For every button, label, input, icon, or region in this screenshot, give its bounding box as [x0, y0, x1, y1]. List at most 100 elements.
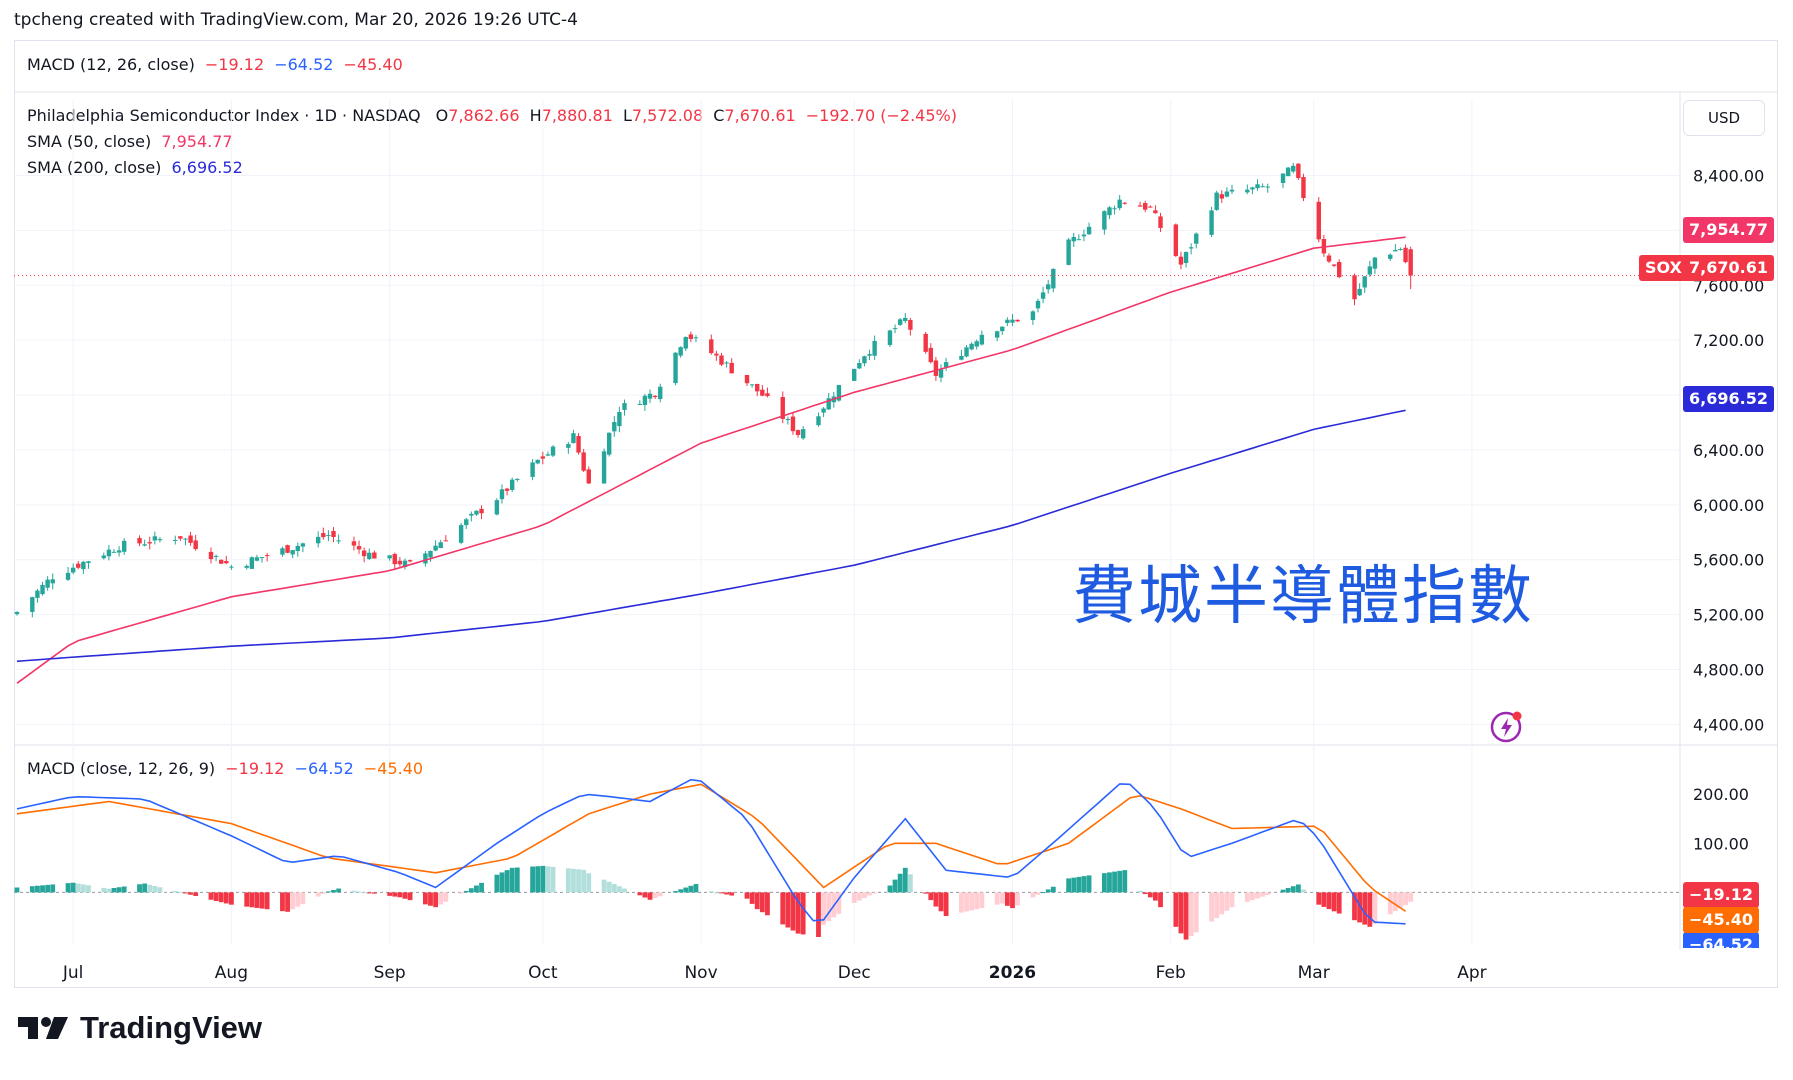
candle-body — [964, 347, 969, 357]
time-tick-label: 2026 — [989, 963, 1036, 983]
macd-histogram-bar — [290, 892, 296, 910]
macd-histogram-bar — [647, 892, 653, 900]
candle-body — [1408, 249, 1413, 276]
macd-histogram-bar — [326, 891, 331, 893]
candle-body — [683, 337, 688, 349]
candle-body — [1071, 236, 1076, 242]
macd-histogram-bar — [428, 892, 433, 906]
macd-histogram-bar — [387, 892, 393, 896]
symbol-legend: Philadelphia Semiconductor Index · 1D · … — [27, 106, 962, 125]
lightning-alert-icon[interactable] — [1490, 708, 1526, 744]
candle-body — [530, 462, 535, 477]
candle-body — [709, 339, 714, 354]
candle-body — [1280, 173, 1286, 184]
candle-body — [1331, 264, 1337, 266]
macd-histogram-bar — [576, 869, 581, 893]
macd-histogram-bar — [744, 892, 750, 899]
candle-body — [254, 557, 260, 561]
macd-histogram-bar — [1045, 889, 1051, 893]
chart-attribution: tpcheng created with TradingView.com, Ma… — [14, 10, 578, 30]
candle-body — [943, 362, 949, 368]
candle-body — [81, 561, 86, 570]
price-tick-label: 7,600.00 — [1693, 276, 1764, 295]
macd-histogram-bar — [433, 892, 439, 908]
macd-histogram-bar — [295, 892, 301, 907]
macd-histogram-bar — [800, 892, 806, 935]
candle-body — [178, 536, 183, 539]
candle-body — [188, 535, 193, 543]
currency-button[interactable]: USD — [1683, 100, 1765, 136]
macd-histogram-bar — [397, 892, 403, 898]
macd-histogram-bar — [616, 886, 622, 893]
macd-histogram-bar — [550, 866, 556, 893]
candle-body — [744, 375, 750, 384]
candle-body — [264, 555, 270, 557]
tradingview-logo[interactable]: TradingView — [18, 1010, 262, 1046]
candle-body — [852, 368, 857, 381]
macd-histogram-bar — [1336, 892, 1342, 914]
candle-body — [908, 319, 913, 330]
candle-body — [65, 572, 71, 580]
macd-histogram-bar — [361, 892, 367, 894]
macd-histogram-bar — [979, 892, 985, 909]
macd-histogram-bar — [1265, 892, 1271, 895]
macd-histogram-bar — [1010, 892, 1015, 909]
macd-histogram-bar — [790, 892, 796, 931]
candle-body — [1250, 187, 1255, 190]
macd-histogram-bar — [479, 882, 484, 893]
macd-histogram-bar — [688, 885, 694, 893]
candle-body — [765, 393, 770, 397]
sma200-legend[interactable]: SMA (200, close) 6,696.52 — [27, 158, 248, 177]
candle-body — [658, 386, 663, 399]
candle-body — [892, 328, 898, 330]
candle-body — [499, 489, 505, 500]
macd-histogram-bar — [708, 891, 714, 893]
candle-body — [1000, 326, 1005, 332]
macd-histogram-bar — [183, 892, 188, 894]
macd-histogram-bar — [101, 887, 107, 893]
price-tick-label: 4,400.00 — [1693, 715, 1764, 734]
time-tick-label: Oct — [528, 963, 558, 983]
candle-body — [336, 540, 341, 542]
macd-histogram-bar — [249, 892, 255, 908]
close-value: 7,670.61 — [724, 106, 796, 125]
candle-body — [351, 541, 357, 546]
macd-signal-tag: −45.40 — [1683, 907, 1760, 933]
macd-histogram-bar — [371, 892, 377, 894]
macd-histogram-bar — [1408, 892, 1414, 902]
macd-histogram-bar — [1153, 892, 1158, 901]
candle-body — [1326, 255, 1332, 262]
macd-histogram-bar — [938, 892, 944, 912]
time-tick-label: Dec — [838, 963, 871, 983]
candle-body — [86, 561, 91, 564]
time-tick-label: Mar — [1298, 963, 1330, 983]
candle-body — [1086, 226, 1092, 235]
candle-body — [1153, 210, 1158, 214]
close-label: C — [713, 106, 725, 125]
candle-body — [647, 393, 653, 399]
macd-histogram-bar — [1219, 892, 1225, 915]
macd-histogram-bar — [147, 884, 153, 893]
macd-histogram-bar — [887, 885, 893, 893]
candle-body — [642, 395, 648, 406]
macd-histogram-bar — [40, 885, 45, 893]
macd-histogram-bar — [70, 882, 76, 893]
candle-body — [586, 469, 591, 484]
candle-body — [780, 397, 785, 419]
candle-body — [494, 500, 500, 515]
macd-histogram-bar — [1076, 876, 1082, 893]
candle-body — [836, 384, 842, 401]
candle-body — [581, 452, 586, 471]
candle-body — [361, 550, 367, 557]
symbol-title[interactable]: Philadelphia Semiconductor Index · 1D · … — [27, 106, 421, 125]
low-value: 7,572.08 — [631, 106, 704, 125]
sma50-value: 7,954.77 — [161, 132, 233, 151]
macd-histogram-bar — [974, 892, 980, 910]
macd-histogram-bar — [366, 892, 372, 894]
candle-body — [1148, 206, 1153, 208]
macd-histogram-bar — [1071, 877, 1077, 893]
macd-histogram-bar — [443, 892, 449, 902]
macd-histogram-bar — [678, 889, 684, 893]
sma50-legend[interactable]: SMA (50, close) 7,954.77 — [27, 132, 238, 151]
